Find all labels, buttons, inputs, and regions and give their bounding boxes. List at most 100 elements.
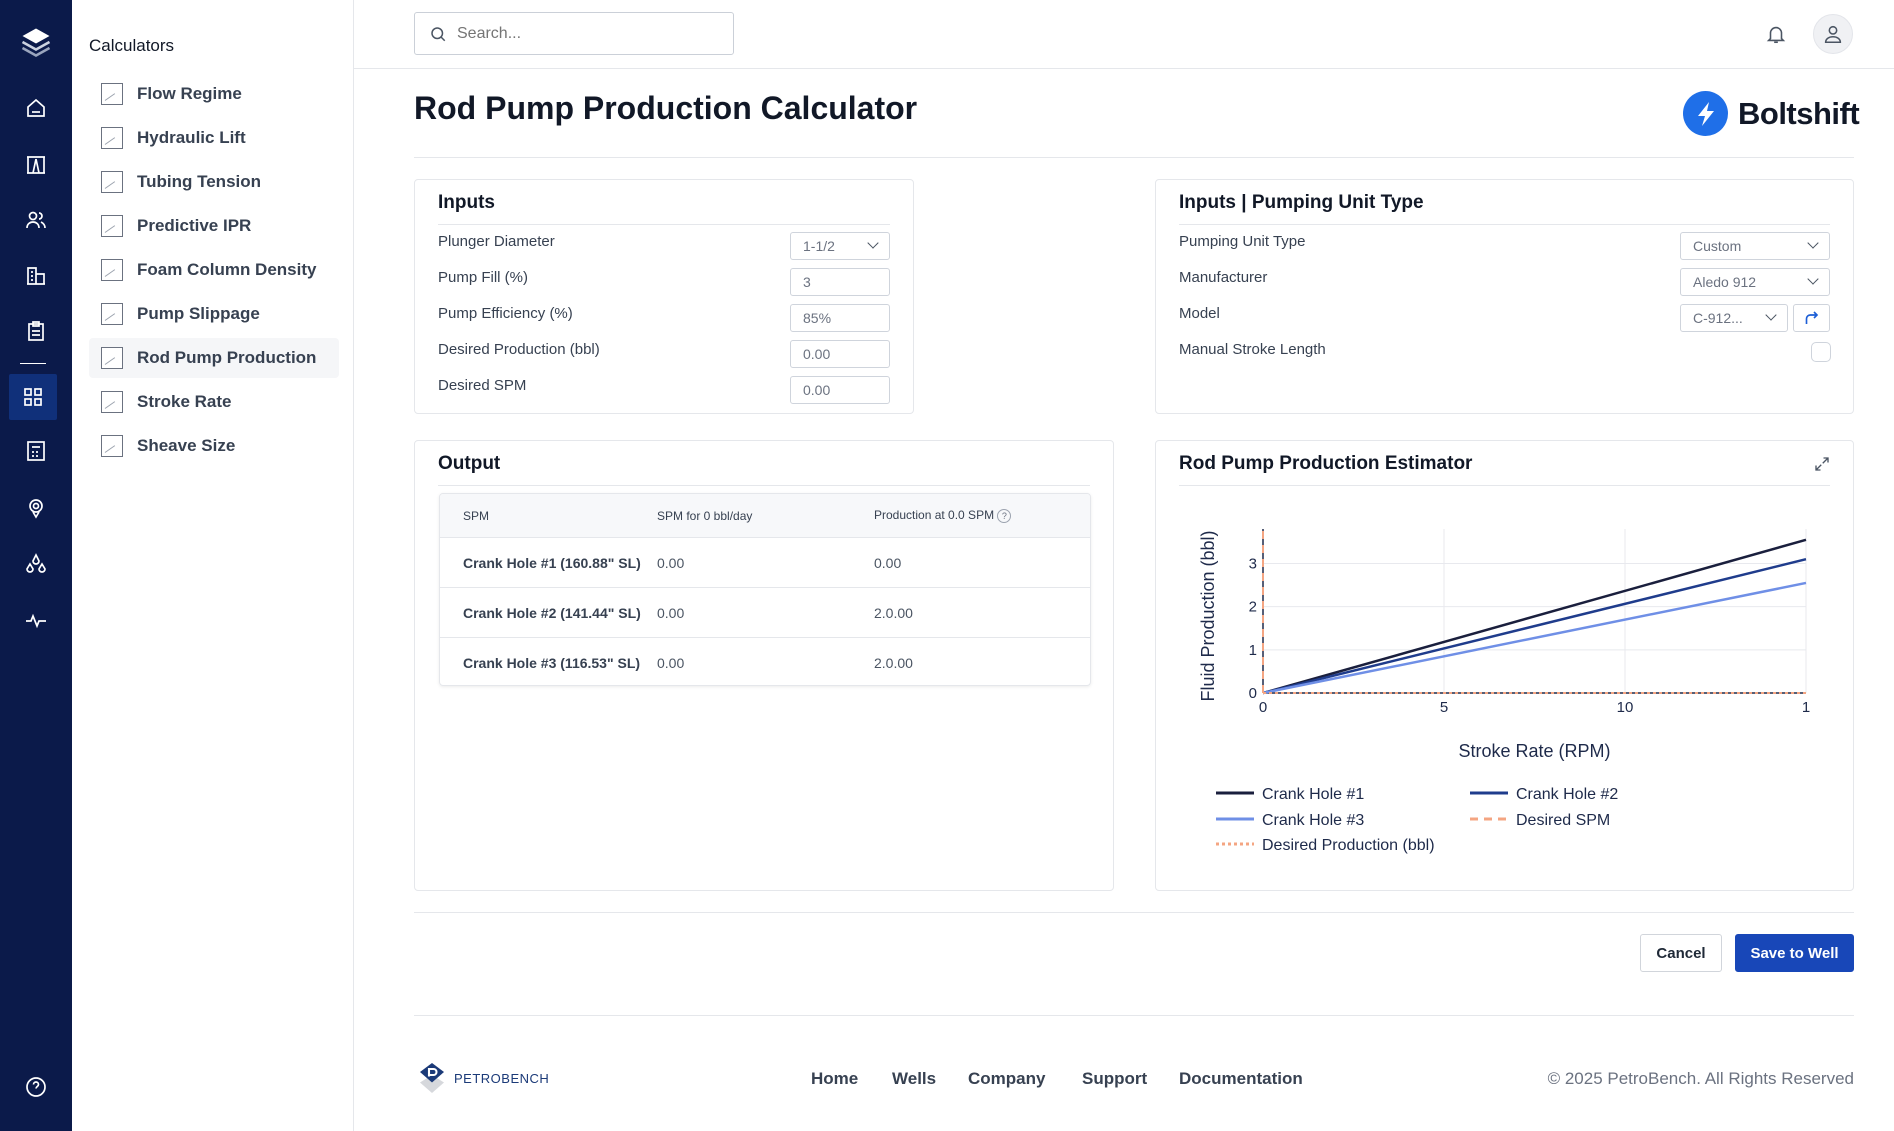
cell: Crank Hole #3 (116.53" SL) xyxy=(463,655,641,671)
buildings-icon[interactable] xyxy=(18,258,54,294)
pump-fill-input[interactable]: 3 xyxy=(790,268,890,296)
sidebar-item-sheave-size[interactable]: Sheave Size xyxy=(89,426,339,466)
sidebar-item-label: Foam Column Density xyxy=(137,260,317,279)
pulse-icon[interactable] xyxy=(18,602,54,638)
x-tick-label: 10 xyxy=(1617,699,1634,716)
divider xyxy=(414,157,1854,158)
petrobench-logo[interactable]: PETROBENCH xyxy=(414,1060,549,1096)
plunger-diameter-select[interactable]: 1-1/2 xyxy=(790,232,890,260)
cell: 0.00 xyxy=(657,554,685,571)
hydraulic-lift-icon xyxy=(101,127,123,149)
sidebar-item-flow-regime[interactable]: Flow Regime xyxy=(89,74,339,114)
calculator-icon[interactable] xyxy=(18,433,54,469)
calculators-panel: Calculators Flow Regime Hydraulic Lift T… xyxy=(72,0,354,1131)
series-line-crank-hole-1 xyxy=(1262,538,1807,695)
clipboard-icon[interactable] xyxy=(18,313,54,349)
pump-efficiency-input[interactable]: 85% xyxy=(790,304,890,332)
y-tick-label: 0 xyxy=(1249,685,1257,702)
search-box[interactable] xyxy=(414,12,734,55)
sidebar-item-stroke-rate[interactable]: Stroke Rate xyxy=(89,382,339,422)
footer-link-home[interactable]: Home xyxy=(811,1069,859,1088)
logo-icon[interactable] xyxy=(16,22,56,62)
inputs-card: Inputs Plunger Diameter 1-1/2 Pump Fill … xyxy=(414,179,914,414)
search-icon xyxy=(431,26,446,41)
save-to-well-button[interactable]: Save to Well xyxy=(1735,934,1854,972)
sidebar-item-predictive-ipr[interactable]: Predictive IPR xyxy=(89,206,339,246)
footer-link-wells[interactable]: Wells xyxy=(892,1069,937,1088)
model-select[interactable]: C-912... xyxy=(1680,304,1788,332)
column-header: SPM xyxy=(463,508,490,523)
cell: 2.0.00 xyxy=(874,655,913,671)
drops-icon[interactable] xyxy=(18,546,54,582)
cancel-button[interactable]: Cancel xyxy=(1640,934,1722,972)
column-header-label: Production at 0.0 SPM xyxy=(874,508,995,523)
y-axis-title: Fluid Production (bbl) xyxy=(1198,530,1218,701)
ruler-icon xyxy=(101,259,123,281)
expand-icon[interactable] xyxy=(1813,455,1831,478)
legend-label: Crank Hole #3 xyxy=(1262,812,1364,829)
legend-label: Desired SPM xyxy=(1516,812,1610,829)
desired-production-input[interactable]: 0.00 xyxy=(790,340,890,368)
desired-production-label: Desired Production (bbl) xyxy=(438,341,600,358)
icon-rail xyxy=(0,0,72,1131)
series-line-crank-hole-3 xyxy=(1262,581,1807,695)
lines-chart-icon xyxy=(101,347,123,369)
rail-divider xyxy=(20,363,46,364)
ipr-chart-icon xyxy=(101,215,123,237)
manufacturer-select[interactable]: Aledo 912 xyxy=(1680,268,1830,296)
chevron-down-icon xyxy=(867,237,879,249)
manual-stroke-length-checkbox[interactable] xyxy=(1811,342,1831,362)
divider xyxy=(1179,485,1830,486)
input-value: 0.00 xyxy=(803,346,831,362)
manual-stroke-length-label: Manual Stroke Length xyxy=(1179,341,1326,358)
desired-spm-input[interactable]: 0.00 xyxy=(790,376,890,404)
divider xyxy=(414,1015,1854,1016)
pump-efficiency-label: Pump Efficiency (%) xyxy=(438,305,573,322)
divider xyxy=(438,224,890,225)
search-input[interactable] xyxy=(457,24,717,43)
model-redirect-button[interactable] xyxy=(1793,304,1830,332)
cell: 2.0.00 xyxy=(874,604,913,621)
user-avatar[interactable] xyxy=(1813,14,1853,54)
pumping-unit-card: Inputs | Pumping Unit Type Pumping Unit … xyxy=(1155,179,1854,414)
footer-link-documentation[interactable]: Documentation xyxy=(1179,1069,1303,1088)
pumping-unit-title: Inputs | Pumping Unit Type xyxy=(1179,192,1424,213)
plunger-diameter-label: Plunger Diameter xyxy=(438,233,555,250)
sidebar-item-tubing-tension[interactable]: Tubing Tension xyxy=(89,162,339,202)
sidebar-item-hydraulic-lift[interactable]: Hydraulic Lift xyxy=(89,118,339,158)
location-icon[interactable] xyxy=(18,490,54,526)
help-icon[interactable] xyxy=(18,1069,54,1105)
output-card: Output SPM SPM for 0 bbl/day Production … xyxy=(414,440,1114,891)
footer-brand-name: PETROBENCH xyxy=(454,1070,550,1086)
sidebar-item-foam-column-density[interactable]: Foam Column Density xyxy=(89,250,339,290)
users-icon[interactable] xyxy=(18,202,54,238)
grid-icon[interactable] xyxy=(9,374,57,420)
divider xyxy=(414,912,1854,913)
petrobench-logo-icon xyxy=(420,1063,444,1093)
sidebar-item-label: Tubing Tension xyxy=(137,172,262,191)
footer-link-support[interactable]: Support xyxy=(1082,1069,1148,1088)
calculators-heading: Calculators xyxy=(89,36,175,55)
table-row: Crank Hole #2 (141.44" SL) 0.00 2.0.00 xyxy=(440,588,1090,638)
sidebar-item-rod-pump-production[interactable]: Rod Pump Production xyxy=(89,338,339,378)
sidebar-item-pump-slippage[interactable]: Pump Slippage xyxy=(89,294,339,334)
decay-chart-icon xyxy=(101,435,123,457)
sidebar-item-label: Rod Pump Production xyxy=(137,348,317,367)
help-circle-icon[interactable]: ? xyxy=(997,508,1012,523)
inputs-title: Inputs xyxy=(438,192,495,213)
pumping-unit-type-label: Pumping Unit Type xyxy=(1179,233,1306,250)
x-tick-label: 0 xyxy=(1259,699,1267,716)
home-icon[interactable] xyxy=(18,90,54,126)
column-header: SPM for 0 bbl/day xyxy=(657,508,753,523)
select-value: 1-1/2 xyxy=(803,238,835,254)
pumping-unit-type-select[interactable]: Custom xyxy=(1680,232,1830,260)
footer-link-company[interactable]: Company xyxy=(968,1069,1046,1088)
rig-icon[interactable] xyxy=(18,147,54,183)
manufacturer-label: Manufacturer xyxy=(1179,269,1268,286)
divider xyxy=(438,485,1090,486)
series-line-crank-hole-2 xyxy=(1262,557,1807,695)
notifications-bell-icon[interactable] xyxy=(1765,22,1787,51)
chevron-down-icon xyxy=(1807,273,1819,285)
curve-chart-icon xyxy=(101,303,123,325)
